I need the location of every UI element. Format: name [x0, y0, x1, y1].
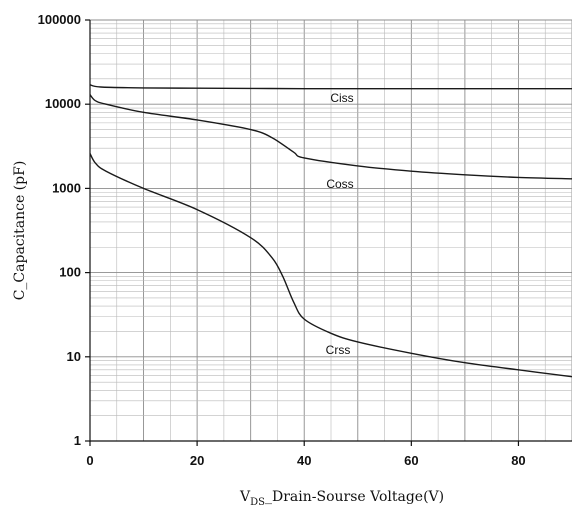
- x-axis-title-subscript: DS: [250, 497, 265, 508]
- x-tick-label: 80: [511, 453, 525, 468]
- x-axis-title-prefix: V: [239, 489, 251, 505]
- x-tick-label: 0: [86, 453, 93, 468]
- x-tick-label: 40: [297, 453, 311, 468]
- x-tick-label: 60: [404, 453, 418, 468]
- y-tick-label: 1000: [52, 180, 81, 195]
- series-label-crss: Crss: [326, 343, 351, 357]
- axes: [85, 19, 572, 446]
- y-tick-label: 100: [59, 265, 81, 280]
- y-tick-label: 1: [74, 433, 81, 448]
- y-axis-title: C_Capacitance (pF): [12, 161, 28, 301]
- series-label-coss: Coss: [326, 177, 353, 191]
- series-line-ciss: [89, 84, 572, 90]
- series-line-crss: [89, 153, 572, 378]
- series-group: [89, 84, 572, 378]
- x-axis-title: VDS_Drain-Sourse Voltage(V): [239, 489, 444, 508]
- labels: 1 10 100 1000 10000 100000 0 20 40 60 80 Ciss Coss Cr…: [38, 12, 526, 468]
- x-axis-title-rest: _Drain-Sourse Voltage(V): [265, 489, 444, 505]
- grid: [89, 19, 572, 442]
- y-tick-label: 10000: [45, 96, 81, 111]
- y-tick-label: 10: [67, 349, 81, 364]
- y-tick-label: 100000: [38, 12, 81, 27]
- x-tick-label: 20: [190, 453, 204, 468]
- series-label-ciss: Ciss: [330, 91, 353, 105]
- series-line-coss: [89, 94, 572, 180]
